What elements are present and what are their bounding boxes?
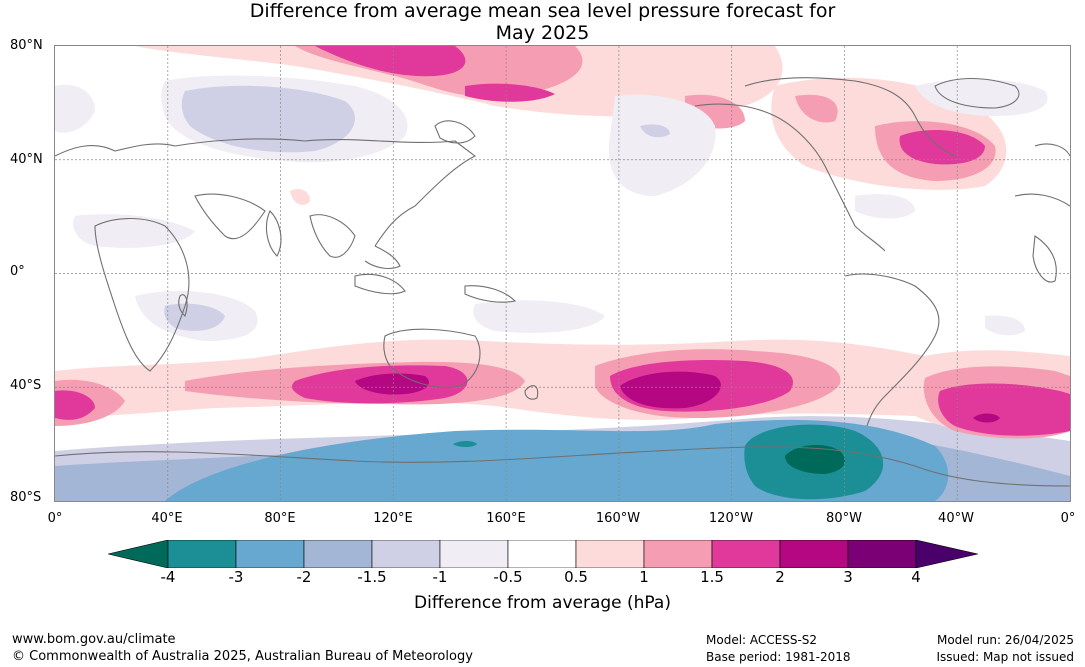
positive-anomaly-south xyxy=(55,339,1070,439)
colorbar-tick: 4 xyxy=(911,568,921,586)
colorbar-bin xyxy=(303,540,373,568)
colorbar-bin xyxy=(235,540,305,568)
colorbar-bin xyxy=(779,540,849,568)
colorbar-bin xyxy=(371,540,441,568)
negative-anomaly-north xyxy=(55,75,1048,341)
lon-label-160e: 160°E xyxy=(486,511,526,526)
footer-base-period: Base period: 1981-2018 xyxy=(706,650,851,664)
colorbar-tick: -0.5 xyxy=(493,568,523,586)
lat-label-80s: 80°S xyxy=(10,490,42,505)
lat-label-40n: 40°N xyxy=(10,152,43,167)
graticule xyxy=(55,46,1070,501)
colorbar-bin xyxy=(439,540,509,568)
colorbar-tick: -3 xyxy=(228,568,244,586)
lon-label-80e: 80°E xyxy=(264,511,296,526)
colorbar-tick: -1 xyxy=(432,568,448,586)
negative-anomaly-south xyxy=(55,416,1070,501)
coastlines xyxy=(55,77,1070,487)
colorbar-tick: -1.5 xyxy=(357,568,387,586)
colorbar-tick: 0.5 xyxy=(564,568,588,586)
lat-label-80n: 80°N xyxy=(10,38,43,53)
colorbar-bin xyxy=(711,540,781,568)
colorbar-extend-high xyxy=(915,540,978,568)
pressure-anomaly-map[interactable] xyxy=(54,45,1071,502)
footer-model-info: Model: ACCESS-S2 Base period: 1981-2018 xyxy=(706,632,851,666)
colorbar-tick: 1.5 xyxy=(700,568,724,586)
colorbar-extend-low xyxy=(108,540,169,568)
map-title: Difference from average mean sea level p… xyxy=(0,0,1085,44)
lon-label-40e: 40°E xyxy=(151,511,183,526)
lon-label-40w: 40°W xyxy=(938,511,974,526)
colorbar-bin xyxy=(507,540,577,568)
lon-label-0-left: 0° xyxy=(47,511,63,526)
lat-label-0: 0° xyxy=(10,264,25,279)
lon-label-80w: 80°W xyxy=(826,511,862,526)
lat-label-40s: 40°S xyxy=(10,378,42,393)
footer-issued: Issued: Map not issued xyxy=(936,650,1074,664)
footer-model-run: Model run: 26/04/2025 xyxy=(936,633,1074,647)
colorbar-tick: 3 xyxy=(843,568,853,586)
footer-website: www.bom.gov.au/climate xyxy=(12,632,176,647)
lon-label-160w: 160°W xyxy=(595,511,641,526)
colorbar-bin xyxy=(847,540,917,568)
map-canvas xyxy=(55,46,1070,501)
colorbar xyxy=(108,540,978,568)
footer-model: Model: ACCESS-S2 xyxy=(706,633,818,647)
title-line-2: May 2025 xyxy=(495,22,590,44)
footer-copyright: © Commonwealth of Australia 2025, Austra… xyxy=(12,649,473,664)
colorbar-bin xyxy=(643,540,713,568)
lon-label-0-right: 0° xyxy=(1060,511,1076,526)
footer-run-info: Model run: 26/04/2025 Issued: Map not is… xyxy=(936,632,1074,666)
colorbar-tick: -2 xyxy=(296,568,312,586)
colorbar-bin xyxy=(167,540,237,568)
title-line-1: Difference from average mean sea level p… xyxy=(249,0,836,22)
lon-label-120w: 120°W xyxy=(708,511,754,526)
colorbar-tick: -4 xyxy=(160,568,176,586)
footer-left: www.bom.gov.au/climate © Commonwealth of… xyxy=(12,631,473,665)
colorbar-label: Difference from average (hPa) xyxy=(414,593,671,613)
colorbar-tick: 1 xyxy=(639,568,649,586)
lon-label-120e: 120°E xyxy=(373,511,413,526)
colorbar-bin xyxy=(575,540,645,568)
colorbar-tick: 2 xyxy=(775,568,785,586)
